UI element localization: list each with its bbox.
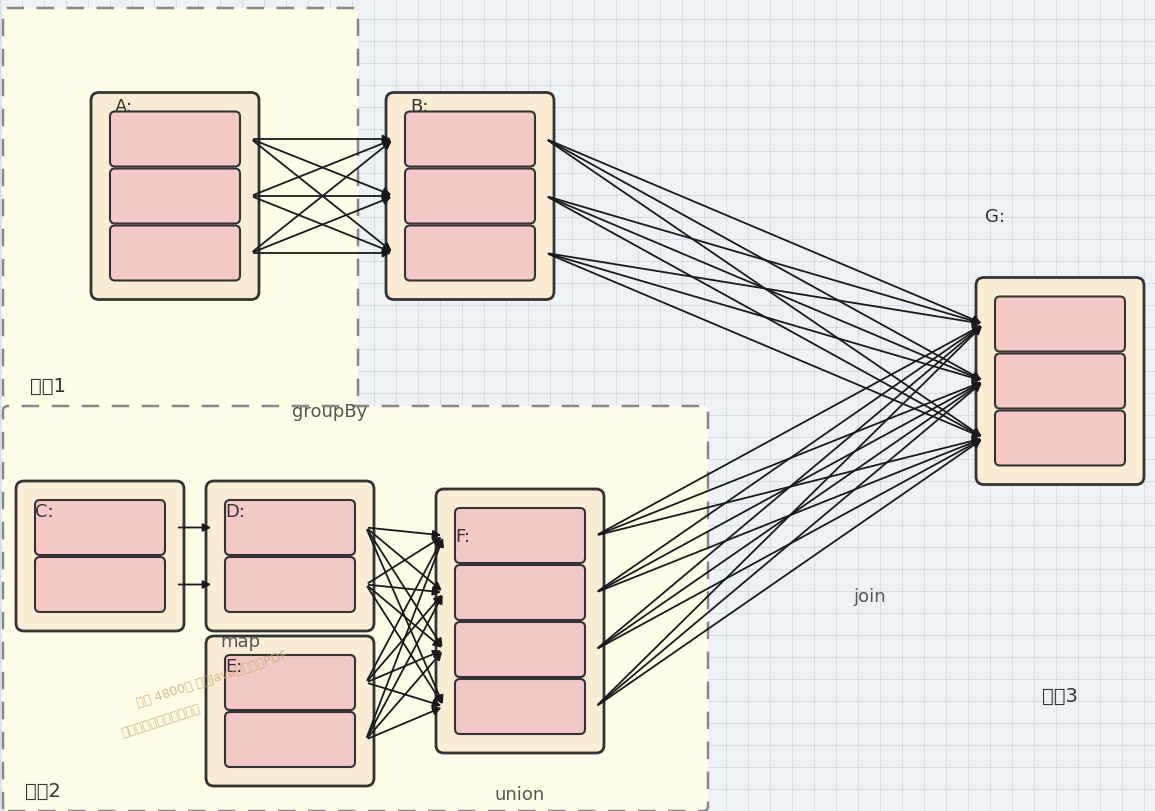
Text: 阶段3: 阶段3 [1042, 686, 1078, 705]
Text: 关注公众号：技术自由圈: 关注公众号：技术自由圈 [120, 702, 202, 739]
FancyBboxPatch shape [455, 679, 584, 734]
FancyBboxPatch shape [110, 226, 240, 281]
Text: join: join [854, 587, 886, 605]
FancyBboxPatch shape [386, 93, 554, 300]
FancyBboxPatch shape [3, 406, 708, 811]
Text: A:: A: [116, 98, 133, 116]
FancyBboxPatch shape [16, 482, 184, 631]
Text: 阶段2: 阶段2 [25, 781, 61, 800]
Text: union: union [494, 785, 545, 803]
FancyBboxPatch shape [455, 565, 584, 620]
FancyBboxPatch shape [455, 508, 584, 564]
FancyBboxPatch shape [206, 636, 374, 786]
FancyBboxPatch shape [35, 557, 165, 612]
FancyBboxPatch shape [994, 297, 1125, 352]
Text: G:: G: [985, 208, 1005, 225]
FancyBboxPatch shape [455, 622, 584, 677]
FancyBboxPatch shape [976, 278, 1143, 485]
Text: map: map [219, 633, 260, 650]
FancyBboxPatch shape [994, 411, 1125, 466]
Text: groupBy: groupBy [292, 402, 367, 420]
FancyBboxPatch shape [3, 9, 358, 409]
Text: D:: D: [225, 502, 245, 521]
FancyBboxPatch shape [405, 113, 535, 167]
FancyBboxPatch shape [405, 169, 535, 224]
FancyBboxPatch shape [110, 169, 240, 224]
FancyBboxPatch shape [225, 500, 355, 556]
Text: E:: E: [225, 657, 243, 676]
Text: B:: B: [410, 98, 429, 116]
Text: 阶段1: 阶段1 [30, 376, 66, 396]
Text: 领取 4800页 尼恩Java面试宝典PDF: 领取 4800页 尼恩Java面试宝典PDF [135, 648, 290, 709]
Text: F:: F: [455, 527, 470, 545]
FancyBboxPatch shape [225, 712, 355, 767]
FancyBboxPatch shape [435, 489, 604, 753]
FancyBboxPatch shape [225, 655, 355, 710]
FancyBboxPatch shape [994, 354, 1125, 409]
FancyBboxPatch shape [405, 226, 535, 281]
FancyBboxPatch shape [206, 482, 374, 631]
FancyBboxPatch shape [110, 113, 240, 167]
FancyBboxPatch shape [35, 500, 165, 556]
Text: C:: C: [35, 502, 53, 521]
FancyBboxPatch shape [225, 557, 355, 612]
FancyBboxPatch shape [91, 93, 259, 300]
